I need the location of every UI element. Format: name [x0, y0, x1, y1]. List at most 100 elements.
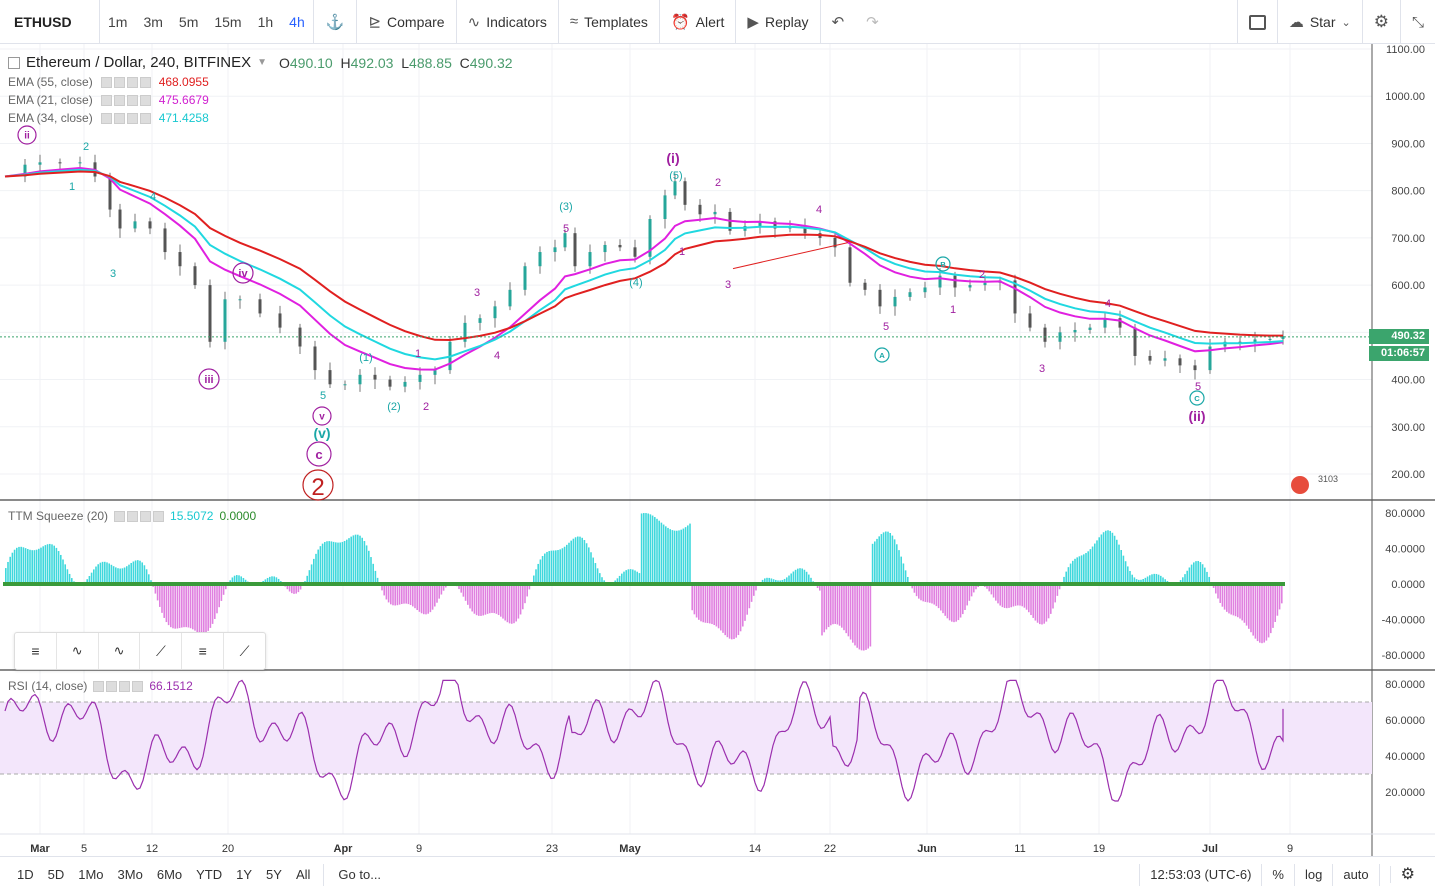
squeeze-bar [990, 584, 993, 595]
chart-area[interactable]: 1100.00 1000.00 900.00 800.00 700.00 600.00 5 0… [0, 44, 1435, 856]
undo-button[interactable]: ↶ [821, 0, 856, 44]
replay-button[interactable]: ▶ Replay [736, 0, 821, 44]
wave-label-2-circle [302, 469, 334, 501]
timeframe-5m[interactable]: 5m [178, 13, 199, 30]
ema55-controls[interactable] [100, 76, 151, 88]
range-1d[interactable]: 1D [17, 867, 34, 882]
ema21-controls[interactable] [100, 94, 151, 106]
flag-icon [1291, 476, 1309, 494]
auto-toggle[interactable]: auto [1332, 863, 1378, 886]
rsi-value: 66.1512 [149, 679, 193, 693]
squeeze-bar [231, 577, 234, 584]
clock[interactable]: 12:53:03 (UTC-6) [1139, 863, 1261, 886]
candle-body [118, 209, 122, 229]
indicators-button[interactable]: ∿ Indicators [457, 0, 559, 44]
goto-button[interactable]: Go to... [323, 863, 395, 886]
squeeze-bar [401, 584, 403, 605]
squeeze-bar [764, 578, 766, 584]
squeeze-bar [948, 584, 951, 621]
timeframe-3m[interactable]: 3m [143, 13, 163, 30]
layout-button[interactable] [1236, 0, 1277, 44]
timeframe-4h[interactable]: 4h [289, 13, 305, 30]
range-1mo[interactable]: 1Mo [78, 867, 104, 882]
timeframe-1h[interactable]: 1h [257, 13, 274, 30]
path-tool[interactable]: ⟋ [224, 633, 265, 669]
squeeze-bar [1206, 571, 1208, 584]
wave-number: 4 [1105, 298, 1111, 310]
scale-settings-button[interactable]: ⚙ [1378, 863, 1435, 886]
log-toggle[interactable]: log [1293, 863, 1332, 886]
trendline-tool[interactable]: ⟋ [140, 633, 183, 669]
redo-button[interactable]: ↷ [855, 0, 890, 44]
range-ytd[interactable]: YTD [196, 867, 223, 882]
candle-body [663, 195, 667, 219]
squeeze-bar [495, 584, 498, 614]
squeeze-bar [1120, 550, 1122, 584]
timeframe-15m[interactable]: 15m [214, 13, 242, 30]
alert-button[interactable]: ⏰ Alert [660, 0, 737, 44]
templates-button[interactable]: ≈ Templates [559, 0, 660, 44]
star-button[interactable]: ☁ Star ⌄ [1276, 0, 1362, 44]
squeeze-bar [185, 584, 187, 628]
squeeze-bar [22, 547, 25, 584]
squeeze-bar [1267, 584, 1270, 638]
squeeze-bar [691, 584, 693, 611]
squeeze-bar [71, 578, 73, 584]
squeeze-legend[interactable]: TTM Squeeze (20) 15.5072 0.0000 [8, 509, 256, 523]
range-1y[interactable]: 1Y [236, 867, 253, 882]
squeeze-bar [526, 584, 528, 597]
rsi-controls[interactable] [93, 680, 144, 692]
elliott-correction-tool[interactable]: ∿ [99, 633, 141, 669]
squeeze-bar [1135, 579, 1138, 584]
candle-body [1073, 329, 1077, 333]
squeeze-bar [148, 574, 150, 584]
percent-toggle[interactable]: % [1261, 863, 1294, 886]
squeeze-bar [196, 584, 198, 632]
range-5y[interactable]: 5Y [266, 867, 282, 882]
squeeze-bar [277, 578, 280, 584]
timeframe-1m[interactable]: 1m [108, 13, 128, 30]
channel-tool[interactable]: ≡ [182, 633, 225, 669]
squeeze-bar [966, 584, 968, 606]
squeeze-bar [365, 545, 368, 584]
ema34-controls[interactable] [100, 112, 151, 124]
squeeze-bar [170, 584, 172, 628]
candle-body [953, 275, 957, 288]
settings-button[interactable]: ⚙ [1361, 0, 1400, 44]
squeeze-bar [724, 584, 726, 636]
squeeze-bar [339, 542, 341, 584]
candle-body [403, 381, 407, 387]
squeeze-bar [1124, 561, 1127, 584]
squeeze-bar [174, 584, 176, 629]
fullscreen-icon: ⤡ [1411, 13, 1424, 31]
symbol-search[interactable]: ETHUSD [0, 0, 100, 44]
ema55-legend[interactable]: EMA (55, close) 468.0955 [8, 75, 513, 89]
collapse-icon[interactable] [8, 56, 20, 69]
range-5d[interactable]: 5D [47, 867, 65, 882]
squeeze-bar [1221, 584, 1224, 607]
fullscreen-button[interactable]: ⤡ [1399, 0, 1435, 44]
squeeze-bar [216, 584, 218, 614]
squeeze-controls[interactable] [114, 510, 165, 522]
open-label: O [279, 54, 290, 71]
ema21-legend[interactable]: EMA (21, close) 475.6679 [8, 93, 513, 107]
squeeze-bar [440, 584, 443, 595]
compare-button[interactable]: ⊵ Compare [357, 0, 457, 44]
squeeze-bar [434, 584, 436, 607]
time-axis-label: 11 [1014, 843, 1025, 855]
range-6mo[interactable]: 6Mo [156, 867, 183, 882]
candle-body [713, 211, 717, 215]
fib-tool[interactable]: ≡ [15, 633, 57, 669]
chart-canvas[interactable]: 1100.00 1000.00 900.00 800.00 700.00 600.00 5 0… [0, 44, 1435, 856]
candle-body [618, 244, 622, 248]
elliott-impulse-tool[interactable]: ∿ [57, 633, 99, 669]
chevron-down-icon[interactable]: ▼ [257, 57, 267, 68]
range-all[interactable]: All [295, 867, 311, 882]
rsi-legend[interactable]: RSI (14, close) 66.1512 [8, 679, 193, 693]
squeeze-bar [1252, 584, 1254, 636]
range-3mo[interactable]: 3Mo [117, 867, 143, 882]
ema34-legend[interactable]: EMA (34, close) 471.4258 [8, 111, 513, 125]
squeeze-bar [992, 584, 995, 598]
squeeze-bar [31, 550, 33, 584]
chart-type-button[interactable]: ⚓ [314, 0, 358, 44]
